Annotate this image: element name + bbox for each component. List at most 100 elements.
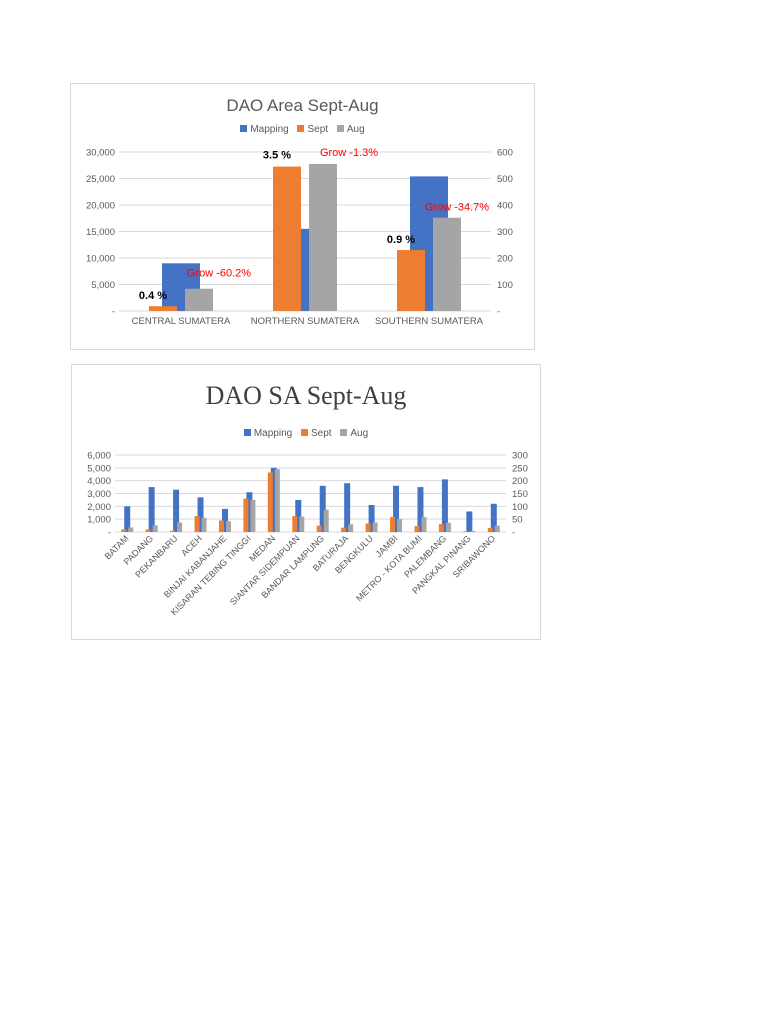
bar-mapping [270, 467, 277, 532]
legend-item-sept: Sept [297, 124, 328, 135]
y-tick-label-secondary: 300 [497, 227, 513, 238]
chart-legend: Mapping Sept Aug [71, 124, 534, 135]
bar-mapping [344, 483, 351, 532]
y-tick-label-secondary: 250 [512, 463, 528, 474]
y-tick-label-secondary: 150 [512, 489, 528, 500]
y-tick-label-secondary: 400 [497, 201, 513, 212]
y-tick-label-secondary: 100 [512, 502, 528, 513]
y-tick-label-primary: 3,000 [87, 489, 111, 500]
bar-mapping [295, 499, 302, 532]
bar-aug [309, 163, 337, 311]
y-tick-label-primary: 5,000 [91, 280, 115, 291]
bar-aug [494, 525, 500, 532]
legend-label: Aug [346, 124, 365, 135]
y-tick-label-primary: 25,000 [86, 174, 115, 185]
bar-aug [421, 517, 427, 532]
bar-aug [397, 518, 403, 532]
bar-aug [348, 524, 354, 532]
bar-sept [170, 530, 176, 532]
y-tick-label-secondary: 300 [512, 451, 528, 462]
bar-sept [397, 250, 425, 311]
chart-legend: Mapping Sept Aug [72, 428, 540, 439]
bar-aug [433, 217, 461, 311]
bar-mapping [124, 506, 131, 532]
bar-mapping [466, 511, 473, 532]
legend-item-mapping: Mapping [243, 428, 293, 439]
legend-item-aug: Aug [336, 124, 365, 135]
bar-sept [194, 516, 200, 532]
x-tick-label: CENTRAL SUMATERA [132, 316, 231, 327]
bar-sept [365, 523, 371, 532]
y-tick-label-secondary: 200 [497, 254, 513, 265]
bar-mapping [148, 487, 155, 532]
chart-panel-area: DAO Area Sept-Aug Mapping Sept Aug - - 5,0… [70, 83, 535, 350]
bar-mapping [368, 505, 375, 532]
bar-mapping [221, 508, 228, 532]
bar-aug [299, 516, 305, 532]
bar-sept [487, 527, 493, 532]
bar-mapping [441, 479, 448, 532]
legend-item-mapping: Mapping [240, 124, 289, 135]
y-tick-label-secondary: 50 [512, 515, 523, 526]
bar-sept [292, 516, 298, 532]
x-tick-label: SOUTHERN SUMATERA [375, 316, 484, 327]
bar-sept [273, 166, 301, 311]
bar-mapping [319, 485, 326, 532]
bar-mapping [417, 487, 424, 532]
bar-mapping [490, 503, 497, 532]
y-tick-label-primary: 30,000 [86, 148, 115, 159]
bar-aug [274, 469, 280, 532]
y-tick-label-primary: 20,000 [86, 201, 115, 212]
y-tick-label-secondary: 100 [497, 280, 513, 291]
bar-sept [341, 527, 347, 532]
bar-sept [390, 517, 396, 532]
y-tick-label-secondary: - [497, 307, 500, 318]
bar-aug [372, 522, 378, 532]
y-tick-label-primary: 4,000 [87, 476, 111, 487]
bar-sept [149, 306, 177, 311]
bar-mapping [393, 485, 400, 532]
bar-aug [323, 509, 329, 532]
y-tick-label-primary: 15,000 [86, 227, 115, 238]
bar-mapping [197, 497, 204, 532]
data-label-grow: Grow -34.7% [425, 202, 489, 214]
y-tick-label-primary: - [112, 307, 115, 318]
bar-sept [145, 529, 151, 532]
bar-sept [121, 529, 127, 532]
legend-label: Mapping [250, 124, 289, 135]
data-label-share: 0.9 % [387, 234, 415, 246]
y-tick-label-secondary: 600 [497, 148, 513, 159]
y-tick-label-secondary: 200 [512, 476, 528, 487]
bar-aug [250, 499, 256, 532]
bar-aug [152, 525, 158, 532]
y-tick-label-primary: 5,000 [87, 463, 111, 474]
y-tick-label-primary: 1,000 [87, 515, 111, 526]
y-tick-label-primary: 6,000 [87, 451, 111, 462]
chart-plot-area: - - 5,000 100 10,000 200 15,000 300 20,000 400 25,… [86, 147, 513, 327]
legend-item-sept: Sept [300, 428, 332, 439]
bar-sept [267, 472, 273, 532]
bar-aug [177, 522, 183, 532]
bar-aug [185, 288, 213, 311]
bar-sept [243, 498, 249, 532]
y-tick-label-primary: 2,000 [87, 502, 111, 513]
data-label-share: 3.5 % [263, 150, 291, 162]
bar-aug [445, 522, 451, 532]
bar-mapping [173, 489, 180, 532]
bar-aug [470, 530, 476, 532]
data-label-grow: Grow -60.2% [187, 268, 251, 280]
bar-sept [438, 524, 444, 532]
legend-label: Mapping [253, 428, 293, 439]
legend-label: Sept [310, 428, 332, 439]
bar-sept [414, 526, 420, 532]
chart-plot-area: - - 1,000 50 2,000 100 3,000 150 4,000 200 5,000 25… [87, 451, 528, 618]
chart-panel-sa: DAO SA Sept-Aug Mapping Sept Aug - - 1,000… [71, 364, 541, 640]
data-label-share: 0.4 % [139, 290, 167, 302]
data-label-grow: Grow -1.3% [320, 147, 378, 159]
y-tick-label-secondary: 500 [497, 174, 513, 185]
bar-aug [128, 527, 134, 532]
bar-sept [463, 531, 469, 532]
y-tick-label-primary: - [108, 528, 111, 539]
y-tick-label-primary: 10,000 [86, 254, 115, 265]
bar-sept [218, 520, 224, 532]
